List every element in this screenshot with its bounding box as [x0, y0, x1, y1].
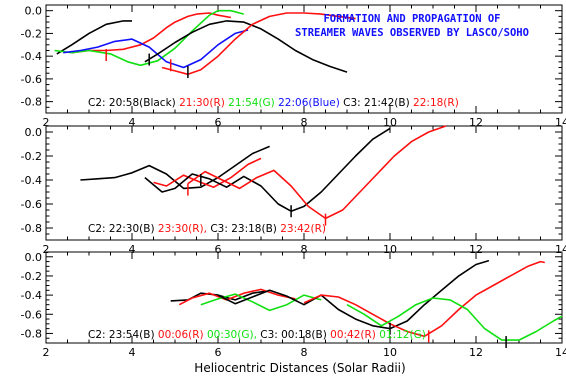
y-tick-label: -0.4	[21, 289, 42, 302]
panel-3: 2 4 6 8 10 12 14 0.0 -0.2 -0.4 -0.6 -0.8 C2: 23:54(B…	[21, 251, 566, 359]
y-tick-label: -0.6	[21, 73, 42, 86]
chart-title: FORMATION AND PROPAGATION OF STREAMER WA…	[295, 13, 529, 39]
x-tick-label: 14	[555, 243, 566, 256]
y-tick-label: -0.8	[21, 96, 42, 109]
chart-title-line-1: FORMATION AND PROPAGATION OF	[323, 13, 500, 25]
legend-entry: C3: 00:18(B)	[257, 329, 327, 341]
x-tick-label: 2	[43, 346, 50, 359]
x-tick-label: 14	[555, 346, 566, 359]
chart-panels: 2 4 6 8 10 12 14 0.0 -0.2 -0.4 -0.6 -0.8 C2: 20:58(B…	[21, 4, 566, 359]
y-tick-label: -0.2	[21, 27, 42, 40]
legend-entry: 22:18(R)	[410, 97, 459, 109]
legend-entry: 00:42(R)	[327, 329, 376, 341]
series-line-5-red	[303, 260, 545, 338]
y-tick-label: -0.8	[21, 222, 42, 235]
legend-entry: 22:06(Blue)	[275, 97, 340, 109]
x-tick-label: 4	[129, 346, 136, 359]
x-tick-label: 10	[383, 243, 397, 256]
legend: C2: 20:58(Black) 21:30(R) 21:54(G) 22:06…	[88, 97, 459, 109]
series-line-5-black	[144, 20, 348, 73]
x-tick-label: 8	[301, 116, 308, 129]
y-tick-label: -0.6	[21, 308, 42, 321]
legend-entry: C3: 21:42(B)	[340, 97, 410, 109]
x-tick-label: 4	[129, 116, 136, 129]
legend-entry: C2: 20:58(Black)	[88, 97, 176, 109]
legend-entry: 00:06(R)	[155, 329, 204, 341]
x-tick-label: 6	[215, 116, 222, 129]
series-line-1-black	[80, 145, 270, 190]
x-tick-label: 6	[215, 346, 222, 359]
legend-entry: 01:12(G)	[376, 329, 426, 341]
legend-entry: 21:30(R)	[176, 97, 225, 109]
legend: C2: 23:54(B) 00:06(R) 00:30(G), C3: 00:1…	[88, 329, 426, 341]
series-line-2-red	[178, 288, 296, 306]
series-line-3-green	[54, 9, 245, 67]
x-tick-label: 2	[43, 243, 50, 256]
y-tick-label: 0.0	[25, 251, 43, 264]
series-line-4-black	[217, 259, 490, 330]
y-tick-label: -0.4	[21, 174, 42, 187]
legend-entry: 21:54(G)	[225, 97, 275, 109]
y-tick-label: 0.0	[25, 126, 43, 139]
x-tick-label: 12	[469, 243, 483, 256]
panel-2: 2 4 6 8 10 12 14 0.0 -0.2 -0.4 -0.6 -0.8 C2: 22:30(B…	[21, 125, 566, 256]
y-tick-label: -0.6	[21, 198, 42, 211]
y-tick-label: 0.0	[25, 5, 43, 18]
series-line-1-black	[56, 20, 132, 55]
series-line-3-green	[200, 293, 322, 312]
legend-entry: C3: 23:18(B)	[207, 223, 277, 235]
series-line-6-green	[346, 297, 563, 341]
legend-entry: 23:42(R)	[277, 223, 326, 235]
legend-entry: C2: 23:54(B)	[88, 329, 155, 341]
x-tick-label: 6	[215, 243, 222, 256]
y-tick-label: -0.8	[21, 327, 42, 340]
chart-title-line-2: STREAMER WAVES OBSERVED BY LASCO/SOHO	[295, 27, 529, 39]
x-tick-label: 4	[129, 243, 136, 256]
legend-entry: 00:30(G),	[204, 329, 257, 341]
legend-entry: C2: 22:30(B)	[88, 223, 155, 235]
y-tick-label: -0.2	[21, 150, 42, 163]
x-tick-label: 14	[555, 116, 566, 129]
x-tick-label: 2	[43, 116, 50, 129]
legend: C2: 22:30(B) 23:30(R), C3: 23:18(B) 23:4…	[88, 223, 326, 235]
series-line-4-red	[187, 125, 447, 220]
series-line-3-black	[144, 127, 391, 212]
x-axis-label: Heliocentric Distances (Solar Radii)	[194, 361, 405, 375]
x-tick-label: 12	[469, 346, 483, 359]
x-tick-label: 10	[383, 346, 397, 359]
panel-1: 2 4 6 8 10 12 140.0-0.2-0.4-0.6-0.8 C2: 20:58(B…	[21, 4, 566, 129]
legend-entry: 23:30(R),	[155, 223, 207, 235]
x-tick-label: 8	[301, 243, 308, 256]
y-tick-label: -0.4	[21, 50, 42, 63]
y-tick-label: -0.2	[21, 270, 42, 283]
series-line-2-red	[153, 157, 262, 188]
x-tick-label: 8	[301, 346, 308, 359]
